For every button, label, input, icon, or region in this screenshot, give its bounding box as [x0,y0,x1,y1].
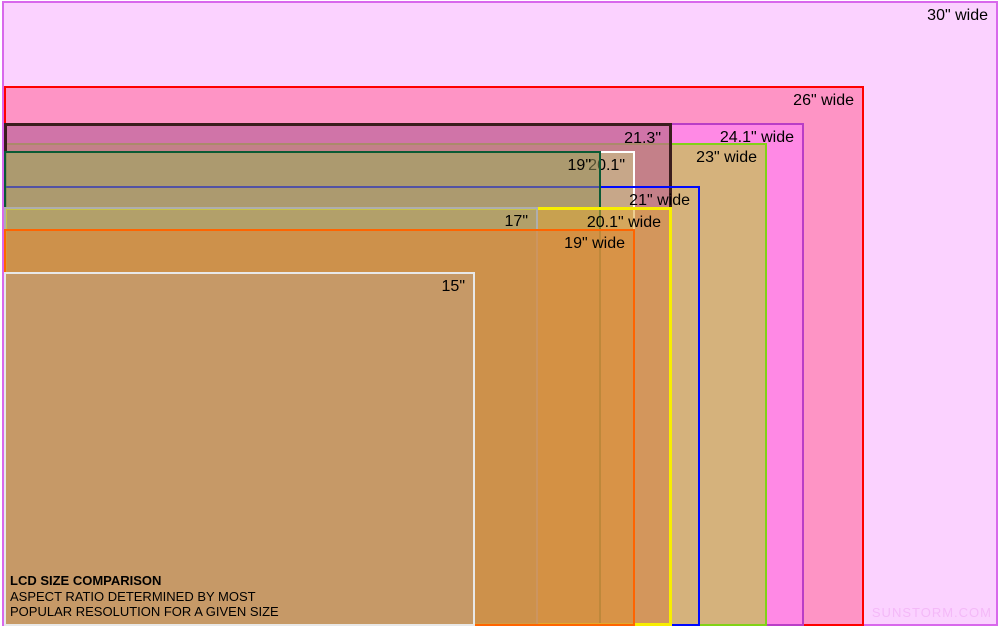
footer-caption: LCD SIZE COMPARISONASPECT RATIO DETERMIN… [10,573,279,620]
footer-line2: ASPECT RATIO DETERMINED BY MOST [10,589,279,605]
rect-label-r15: 15" [442,278,465,296]
rect-label-r23w: 23" wide [696,149,757,167]
rect-label-r30w: 30" wide [927,7,988,25]
rect-label-r19w: 19" wide [564,235,625,253]
footer-line3: POPULAR RESOLUTION FOR A GIVEN SIZE [10,604,279,620]
rect-label-r19: 19" [568,157,591,175]
watermark: SUNSTORM.COM [872,605,992,620]
lcd-size-comparison-canvas: 30" wide26" wide24.1" wide23" wide21.3"2… [0,0,1000,626]
rect-label-r213: 21.3" [624,130,661,148]
footer-title: LCD SIZE COMPARISON [10,573,279,589]
rect-label-r26w: 26" wide [793,92,854,110]
